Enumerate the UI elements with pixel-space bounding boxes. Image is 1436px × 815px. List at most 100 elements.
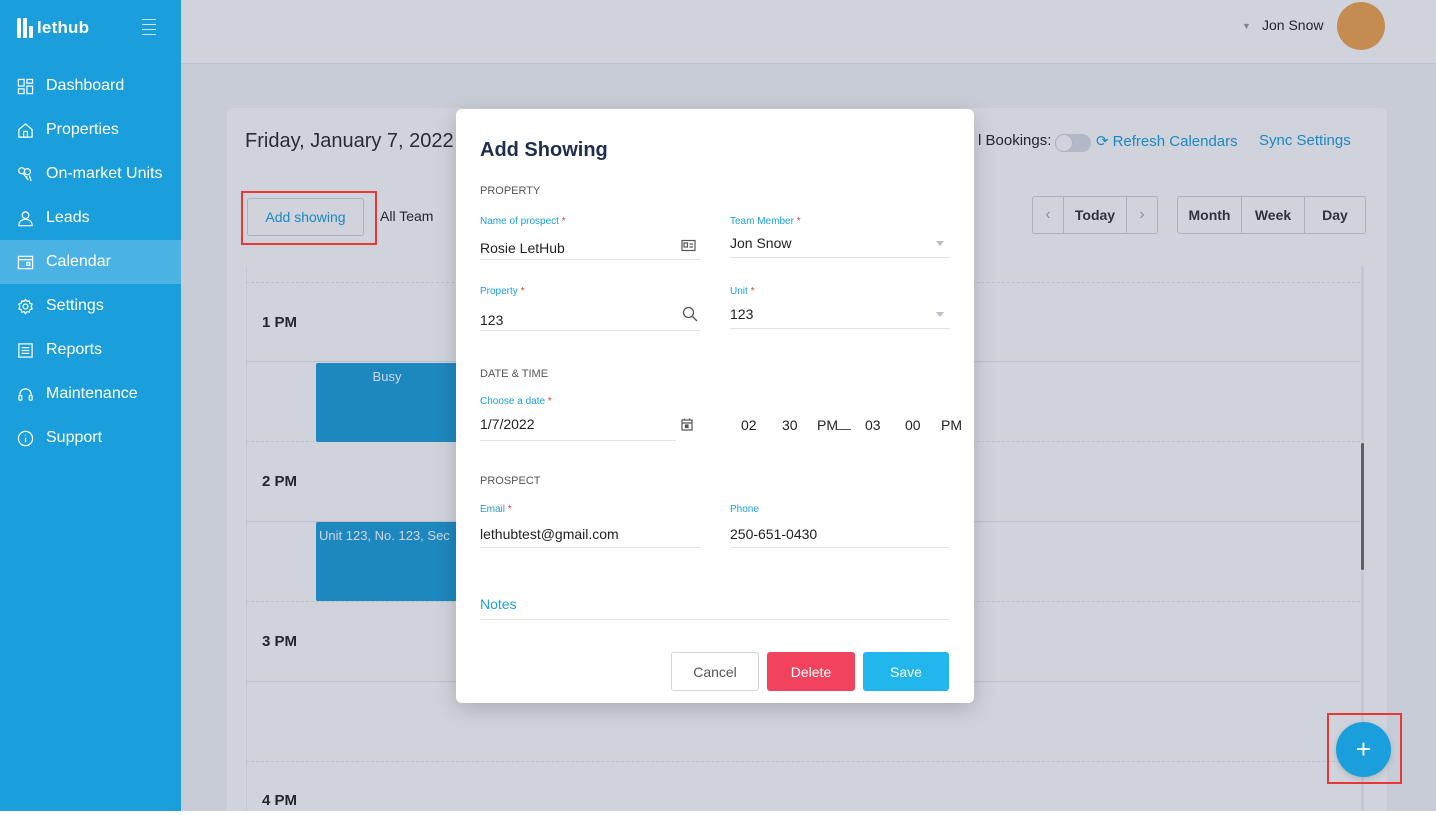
sidebar-item-calendar[interactable]: Calendar (0, 240, 181, 284)
sidebar-item-properties[interactable]: Properties (0, 108, 181, 152)
sidebar-item-label: Support (46, 429, 103, 446)
field-underline (730, 328, 950, 329)
search-icon[interactable] (682, 306, 698, 327)
start-minute-input[interactable]: 30 (782, 417, 798, 433)
calendar-icon[interactable] (681, 418, 693, 436)
sidebar-item-dashboard[interactable]: Dashboard (0, 64, 181, 108)
view-switcher: Month Week Day (1177, 196, 1366, 234)
sidebar-item-on-market-units[interactable]: On-market Units (0, 152, 181, 196)
refresh-icon: ⟳ (1096, 133, 1109, 150)
calendar-event[interactable]: Busy (316, 363, 458, 442)
start-ampm-input[interactable]: PM (817, 417, 838, 433)
dashboard-icon (16, 77, 34, 95)
hamburger-menu-icon[interactable] (142, 19, 156, 35)
scrollbar-thumb[interactable] (1361, 443, 1364, 570)
avatar[interactable] (1337, 2, 1385, 50)
add-fab-button[interactable]: + (1336, 722, 1391, 777)
sidebar-item-label: On-market Units (46, 165, 163, 182)
sidebar-item-label: Maintenance (46, 385, 138, 402)
brand-name: lethub (37, 17, 90, 37)
field-underline (480, 440, 676, 441)
date-navigator: ‹ Today › (1032, 196, 1158, 234)
report-icon (16, 341, 34, 359)
lethub-logo-icon (17, 17, 33, 38)
brand: lethub (0, 0, 181, 55)
field-underline (730, 257, 950, 258)
bookings-toggle[interactable] (1055, 134, 1091, 152)
phone-field[interactable]: 250-651-0430 (730, 526, 818, 542)
team-filter-select[interactable]: All Team (380, 208, 434, 224)
sidebar-item-label: Calendar (46, 253, 111, 270)
top-bar (181, 0, 1436, 64)
property-label: Property * (480, 286, 525, 297)
end-hour-input[interactable]: 03 (865, 417, 881, 433)
email-field[interactable]: lethubtest@gmail.com (480, 526, 619, 542)
chevron-right-icon[interactable]: › (1139, 206, 1145, 223)
hour-label: 4 PM (262, 792, 298, 809)
end-minute-input[interactable]: 00 (905, 417, 921, 433)
today-button[interactable]: Today (1064, 197, 1127, 233)
refresh-calendars-label: Refresh Calendars (1112, 132, 1238, 150)
field-underline (480, 330, 700, 331)
hour-label: 2 PM (262, 473, 298, 490)
sidebar-item-support[interactable]: Support (0, 416, 181, 460)
sidebar-item-label: Properties (46, 121, 119, 138)
view-week-button[interactable]: Week (1242, 197, 1305, 233)
view-month-button[interactable]: Month (1178, 197, 1242, 233)
field-underline (480, 547, 700, 548)
field-underline (480, 259, 700, 260)
grid-line (246, 761, 1360, 762)
info-icon (16, 429, 34, 447)
time-range-separator (837, 429, 851, 430)
unit-label: Unit * (730, 286, 755, 297)
chevron-down-icon[interactable] (936, 312, 944, 317)
sync-settings-link[interactable]: Sync Settings (1259, 132, 1351, 149)
sidebar: lethub Dashboard Properties On-market Un… (0, 0, 181, 811)
section-heading: DATE & TIME (480, 368, 549, 380)
user-name[interactable]: Jon Snow (1262, 17, 1324, 33)
hour-label: 1 PM (262, 314, 298, 331)
contact-card-icon[interactable] (681, 239, 696, 257)
chevron-down-icon[interactable] (936, 241, 944, 246)
modal-title: Add Showing (480, 139, 608, 161)
calendar-event[interactable]: Unit 123, No. 123, Sec (316, 522, 458, 601)
unit-select[interactable]: 123 (730, 306, 754, 322)
sidebar-item-label: Reports (46, 341, 103, 358)
date-input[interactable]: 1/7/2022 (480, 416, 535, 432)
highlight-box (1327, 713, 1402, 784)
team-member-label: Team Member * (730, 216, 801, 227)
sidebar-item-label: Dashboard (46, 77, 125, 94)
sidebar-item-maintenance[interactable]: Maintenance (0, 372, 181, 416)
cancel-button[interactable]: Cancel (671, 652, 759, 691)
day-grid[interactable] (246, 266, 1362, 811)
chevron-down-icon[interactable]: ▼ (1242, 21, 1251, 31)
gear-icon (16, 297, 34, 315)
prospect-name-input[interactable]: Rosie LetHub (480, 240, 565, 256)
chevron-left-icon[interactable]: ‹ (1033, 197, 1064, 233)
user-icon (16, 209, 34, 227)
property-input[interactable]: 123 (480, 312, 504, 328)
sidebar-nav: Dashboard Properties On-market Units Lea… (0, 64, 181, 460)
sidebar-item-label: Leads (46, 209, 90, 226)
field-underline (730, 547, 950, 548)
view-day-button[interactable]: Day (1322, 207, 1348, 223)
add-showing-button[interactable]: Add showing (247, 198, 364, 236)
section-heading: PROPERTY (480, 185, 541, 197)
save-button[interactable]: Save (863, 652, 949, 691)
headset-icon (16, 385, 34, 403)
bookings-label: l Bookings: (978, 132, 1052, 149)
sidebar-item-settings[interactable]: Settings (0, 284, 181, 328)
sidebar-item-label: Settings (46, 297, 104, 314)
sidebar-item-leads[interactable]: Leads (0, 196, 181, 240)
page-title: Friday, January 7, 2022 (245, 130, 454, 152)
delete-button[interactable]: Delete (767, 652, 855, 691)
notes-field[interactable]: Notes (480, 596, 517, 612)
refresh-calendars-link[interactable]: ⟳ Refresh Calendars (1096, 132, 1238, 151)
end-ampm-input[interactable]: PM (941, 417, 962, 433)
sidebar-item-reports[interactable]: Reports (0, 328, 181, 372)
hour-label: 3 PM (262, 633, 298, 650)
keys-icon (16, 165, 34, 183)
team-member-select[interactable]: Jon Snow (730, 235, 792, 251)
start-hour-input[interactable]: 02 (741, 417, 757, 433)
